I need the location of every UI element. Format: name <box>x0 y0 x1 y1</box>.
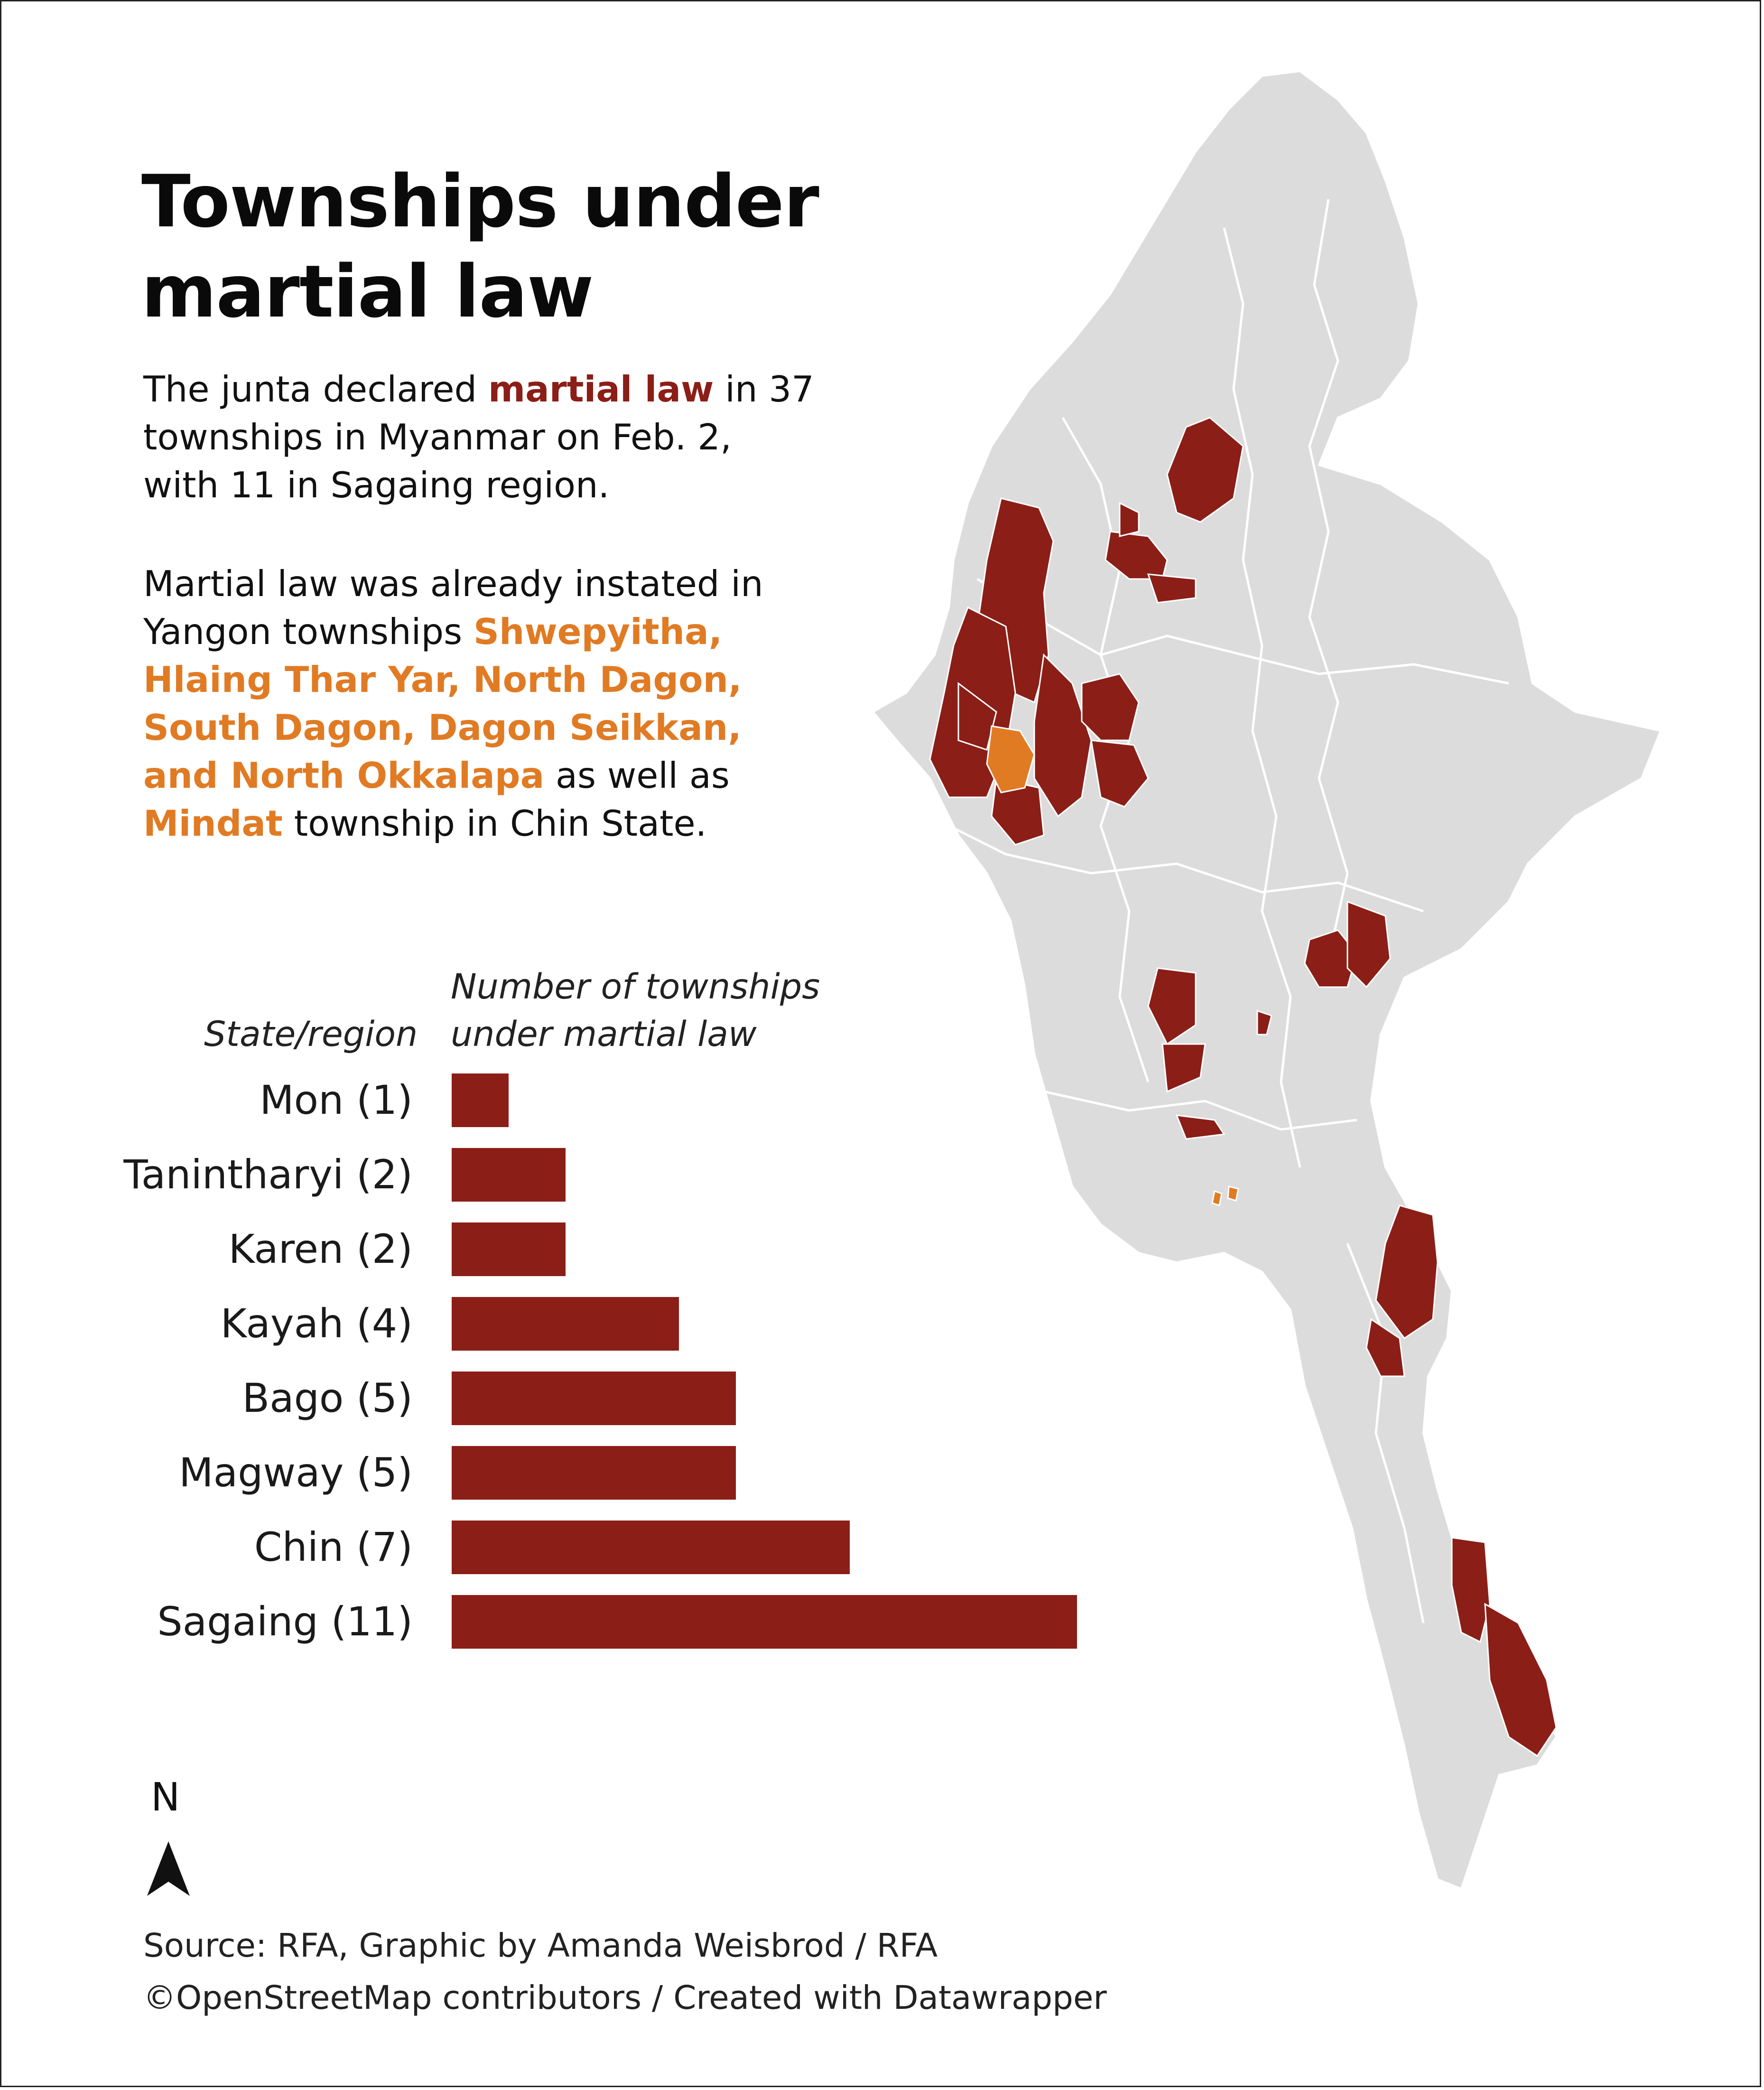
township-sagaing <box>1090 739 1149 808</box>
township-chin <box>957 682 997 751</box>
township-chin <box>991 777 1045 846</box>
township-sagaing <box>1119 502 1140 537</box>
bar-label: Magway (5) <box>179 1449 413 1496</box>
second-pre: Martial law was already instated in Yang… <box>143 563 763 653</box>
region-border <box>1308 199 1349 959</box>
intro-text: The junta declared martial law in 37 tow… <box>143 365 817 509</box>
myanmar-land <box>871 70 1662 1890</box>
township-tanintharyi <box>1484 1603 1557 1757</box>
value-header: Number of townships under martial law <box>451 967 820 1054</box>
township-sagaing <box>1033 653 1092 818</box>
township-sagaing <box>1081 673 1140 741</box>
region-border <box>1346 1243 1425 1623</box>
bar <box>452 1521 850 1574</box>
bar-label: Karen (2) <box>228 1226 413 1272</box>
bar-label: Tanintharyi (2) <box>123 1151 413 1198</box>
bar-label: Mon (1) <box>260 1077 413 1123</box>
intro-post: in 37 townships in Myanmar on Feb. 2, wi… <box>143 368 814 506</box>
bar-label: Bago (5) <box>242 1375 413 1421</box>
intro-martial-law: martial law <box>488 368 714 410</box>
yangon-townships: Shwepyitha, Hlaing Thar Yar, North Dagon… <box>143 611 742 796</box>
mindat-township: Mindat <box>143 802 283 844</box>
township-mindat <box>986 725 1035 793</box>
township-kayah <box>1346 900 1391 989</box>
myanmar-map <box>871 70 1662 1890</box>
bar-label: Sagaing (11) <box>157 1598 413 1645</box>
bar <box>452 1446 736 1500</box>
prior-martial-law-townships <box>986 725 1239 1206</box>
township-bago <box>1256 1009 1272 1036</box>
township-tanintharyi <box>1451 1537 1491 1643</box>
bar <box>452 1073 509 1127</box>
township-magway <box>1175 1114 1226 1140</box>
second-post: township in Chin State. <box>282 802 707 844</box>
region-border <box>929 815 1424 913</box>
prior-martial-law-text: Martial law was already instated in Yang… <box>143 560 817 848</box>
township-yangon <box>1227 1185 1239 1202</box>
bar <box>452 1297 679 1351</box>
bar-label: Chin (7) <box>254 1524 413 1570</box>
region-border <box>1043 1090 1357 1131</box>
bar <box>452 1148 566 1202</box>
township-mon <box>1365 1318 1405 1377</box>
bar <box>452 1372 736 1425</box>
intro-pre: The junta declared <box>143 368 489 410</box>
bar-label: Kayah (4) <box>220 1300 413 1347</box>
township-magway <box>1147 967 1197 1045</box>
township-karen <box>1375 1204 1439 1340</box>
category-header: State/region <box>204 1014 418 1054</box>
township-sagaing <box>1166 417 1244 523</box>
region-border <box>1223 227 1301 1168</box>
township-yangon <box>1211 1190 1223 1206</box>
source-note: Source: RFA, Graphic by Amanda Weisbrod … <box>143 1927 938 1965</box>
second-mid: as well as <box>544 755 730 796</box>
chart-title: Townships under martial law <box>141 159 819 334</box>
martial-law-townships <box>929 417 1557 1757</box>
bar <box>452 1595 1077 1649</box>
township-sagaing <box>1147 573 1197 604</box>
north-label: N <box>151 1775 180 1820</box>
township-kayah <box>1304 929 1358 988</box>
map-credit: ©OpenStreetMap contributors / Created wi… <box>143 1979 1107 2017</box>
north-arrow-icon <box>147 1841 190 1896</box>
region-borders <box>929 199 1509 1623</box>
bar <box>452 1222 566 1276</box>
township-magway <box>1161 1043 1206 1093</box>
